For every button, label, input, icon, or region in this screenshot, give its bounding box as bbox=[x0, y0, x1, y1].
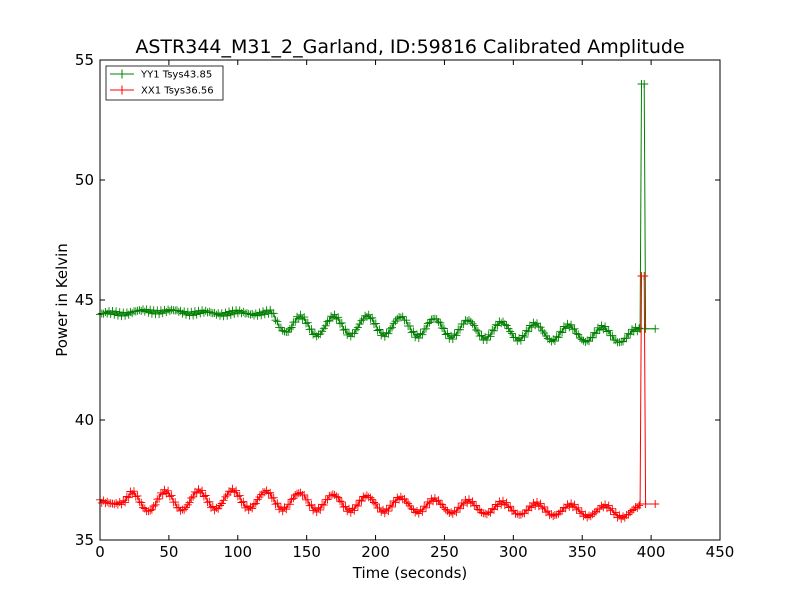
y-tick-label: 35 bbox=[75, 531, 94, 549]
ticks-layer: 0 50 100 150 200 250 300 350 400 450 35 40 45 50 55 bbox=[75, 51, 734, 561]
x-tick-label: 100 bbox=[223, 543, 252, 561]
series-xx1 bbox=[96, 272, 660, 523]
legend-entry-yy1: YY1 Tsys43.85 bbox=[110, 69, 212, 81]
legend-label-xx1: XX1 Tsys36.56 bbox=[141, 86, 214, 97]
legend: YY1 Tsys43.85 XX1 Tsys36.56 bbox=[105, 65, 224, 101]
legend-marker-xx1 bbox=[117, 85, 127, 95]
x-tick-label: 150 bbox=[292, 543, 321, 561]
series-layer bbox=[96, 80, 660, 523]
legend-label-yy1: YY1 Tsys43.85 bbox=[140, 70, 212, 81]
x-tick-label: 350 bbox=[568, 543, 597, 561]
chart-title: ASTR344_M31_2_Garland, ID:59816 Calibrat… bbox=[135, 36, 684, 58]
y-tick-label: 50 bbox=[75, 171, 94, 189]
y-tick-label: 55 bbox=[75, 51, 94, 69]
x-tick-label: 450 bbox=[706, 543, 735, 561]
x-tick-label: 0 bbox=[95, 543, 105, 561]
y-tick-label: 40 bbox=[75, 411, 94, 429]
legend-marker-yy1 bbox=[117, 69, 127, 79]
x-tick-label: 200 bbox=[361, 543, 390, 561]
x-tick-label: 50 bbox=[159, 543, 178, 561]
x-tick-label: 250 bbox=[430, 543, 459, 561]
x-tick-label: 300 bbox=[499, 543, 528, 561]
legend-entry-xx1: XX1 Tsys36.56 bbox=[110, 85, 214, 97]
legend-box bbox=[105, 65, 224, 101]
x-axis-label: Time (seconds) bbox=[352, 564, 468, 582]
y-axis-label: Power in Kelvin bbox=[53, 243, 71, 357]
x-tick-label: 400 bbox=[637, 543, 666, 561]
y-tick-label: 45 bbox=[75, 291, 94, 309]
